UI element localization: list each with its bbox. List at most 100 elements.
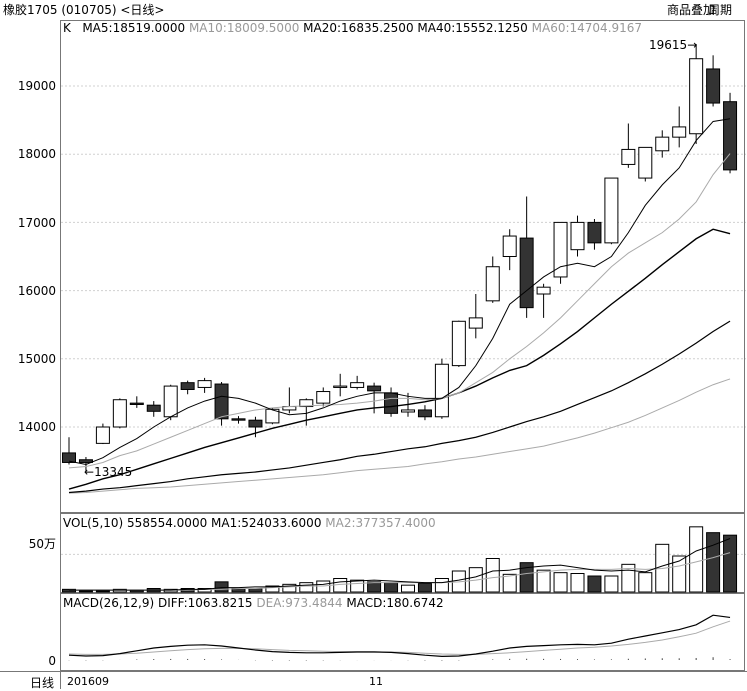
ma5-legend: MA5:18519.0000 (82, 21, 186, 35)
candle (519, 196, 534, 318)
candle-body (146, 404, 161, 412)
candle-body (451, 320, 466, 367)
candle (316, 387, 331, 407)
ma5-line (68, 118, 731, 466)
vol-ma1-line (69, 538, 731, 591)
diff-line (68, 614, 731, 658)
candle (417, 405, 432, 421)
macd-label: MACD(26,12,9) (63, 596, 155, 610)
volume-bar (78, 590, 93, 593)
candlestick-chart[interactable] (61, 21, 746, 514)
candle (112, 398, 127, 429)
volume-bar (485, 558, 500, 593)
candlestick-pane[interactable]: K MA5:18519.0000 MA10:18009.5000 MA20:16… (60, 20, 746, 514)
price-tick-19000: 19000 (17, 79, 56, 93)
volume-bar (350, 579, 365, 593)
ma20-line (68, 228, 731, 490)
diff-legend: DIFF:1063.8215 (157, 596, 253, 610)
candle-body (519, 237, 534, 309)
period-button[interactable]: 周期 (708, 3, 733, 17)
candle-body (248, 419, 263, 428)
candle (62, 437, 76, 465)
candle-body (299, 399, 314, 408)
ma10-line (68, 153, 731, 469)
candle (672, 106, 687, 148)
volume-bar (570, 573, 585, 593)
candle (723, 92, 738, 174)
volume-bar (197, 588, 212, 593)
candle-body (384, 392, 399, 414)
volume-pane[interactable]: VOL(5,10) 558554.0000 MA1:524033.6000 MA… (60, 513, 746, 594)
bottom-bar: 日线 201609 11 (0, 671, 747, 690)
macd-pane[interactable]: MACD(26,12,9) DIFF:1063.8215 DEA:973.484… (60, 593, 745, 671)
candle (587, 218, 602, 250)
volume-bar (621, 563, 636, 593)
candle (604, 177, 619, 245)
candle (95, 423, 110, 445)
volume-bar (536, 569, 551, 593)
volume-bar (265, 585, 280, 593)
volume-chart[interactable] (61, 514, 746, 594)
volume-bar (689, 526, 704, 593)
volume-bar (723, 534, 738, 593)
volume-bar (434, 578, 449, 593)
volume-bar (638, 572, 653, 593)
volume-bar (282, 583, 297, 593)
volume-bar (604, 575, 619, 593)
candle (502, 229, 517, 271)
commodity-overlay-button[interactable]: 商品叠加 (667, 3, 716, 17)
ma40-legend: MA40:15552.1250 (417, 21, 528, 35)
ma20-legend: MA20:16835.2500 (303, 21, 414, 35)
volume-bar (587, 575, 602, 593)
candle-body (129, 402, 144, 405)
volume-bar (112, 588, 127, 593)
candle (536, 283, 551, 318)
candle (129, 396, 144, 408)
candle (350, 375, 365, 390)
candle (146, 401, 161, 417)
candle-body (604, 177, 619, 244)
volume-bar (706, 532, 721, 593)
candle (197, 377, 212, 393)
macd-chart[interactable] (61, 594, 746, 672)
candle (451, 320, 466, 367)
volume-bar (95, 590, 110, 593)
candle (638, 146, 653, 182)
candle (163, 384, 178, 421)
vol-ma1-legend: MA1:524033.6000 (211, 516, 322, 530)
dea-legend: DEA:973.4844 (256, 596, 343, 610)
candle-body (180, 382, 195, 390)
price-tick-14000: 14000 (17, 420, 56, 434)
candle (299, 398, 314, 426)
volume-bar (519, 562, 534, 593)
macd-legend: MACD(26,12,9) DIFF:1063.8215 DEA:973.484… (63, 596, 444, 610)
candle-body (706, 68, 721, 104)
price-tick-17000: 17000 (17, 216, 56, 230)
candle-body (655, 136, 670, 152)
left-axis: 19000 18000 17000 16000 15000 14000 50万 … (0, 20, 60, 671)
low-price-annotation: ←13345 (84, 465, 133, 479)
main-legend: K MA5:18519.0000 MA10:18009.5000 MA20:16… (63, 21, 642, 35)
high-price-annotation: 19615→ (649, 38, 698, 52)
candle-body (553, 221, 568, 278)
candle (180, 380, 195, 395)
candle (485, 256, 500, 303)
candle (621, 123, 636, 168)
candle-body (78, 459, 93, 463)
volume-bar (384, 582, 399, 593)
candle-body (672, 126, 687, 138)
candle (282, 387, 297, 414)
candle-body (587, 221, 602, 244)
dea-line (68, 620, 731, 655)
candle-body (197, 380, 212, 388)
vol-label: VOL(5,10) (63, 516, 124, 530)
candle-body (367, 385, 382, 392)
period-tab-daily[interactable]: 日线 (30, 676, 55, 690)
candle (468, 294, 483, 339)
price-tick-15000: 15000 (17, 352, 56, 366)
candle (214, 381, 229, 426)
candle-body (434, 363, 449, 418)
candle-body (316, 391, 331, 404)
candle (265, 407, 280, 425)
candle (333, 373, 348, 397)
